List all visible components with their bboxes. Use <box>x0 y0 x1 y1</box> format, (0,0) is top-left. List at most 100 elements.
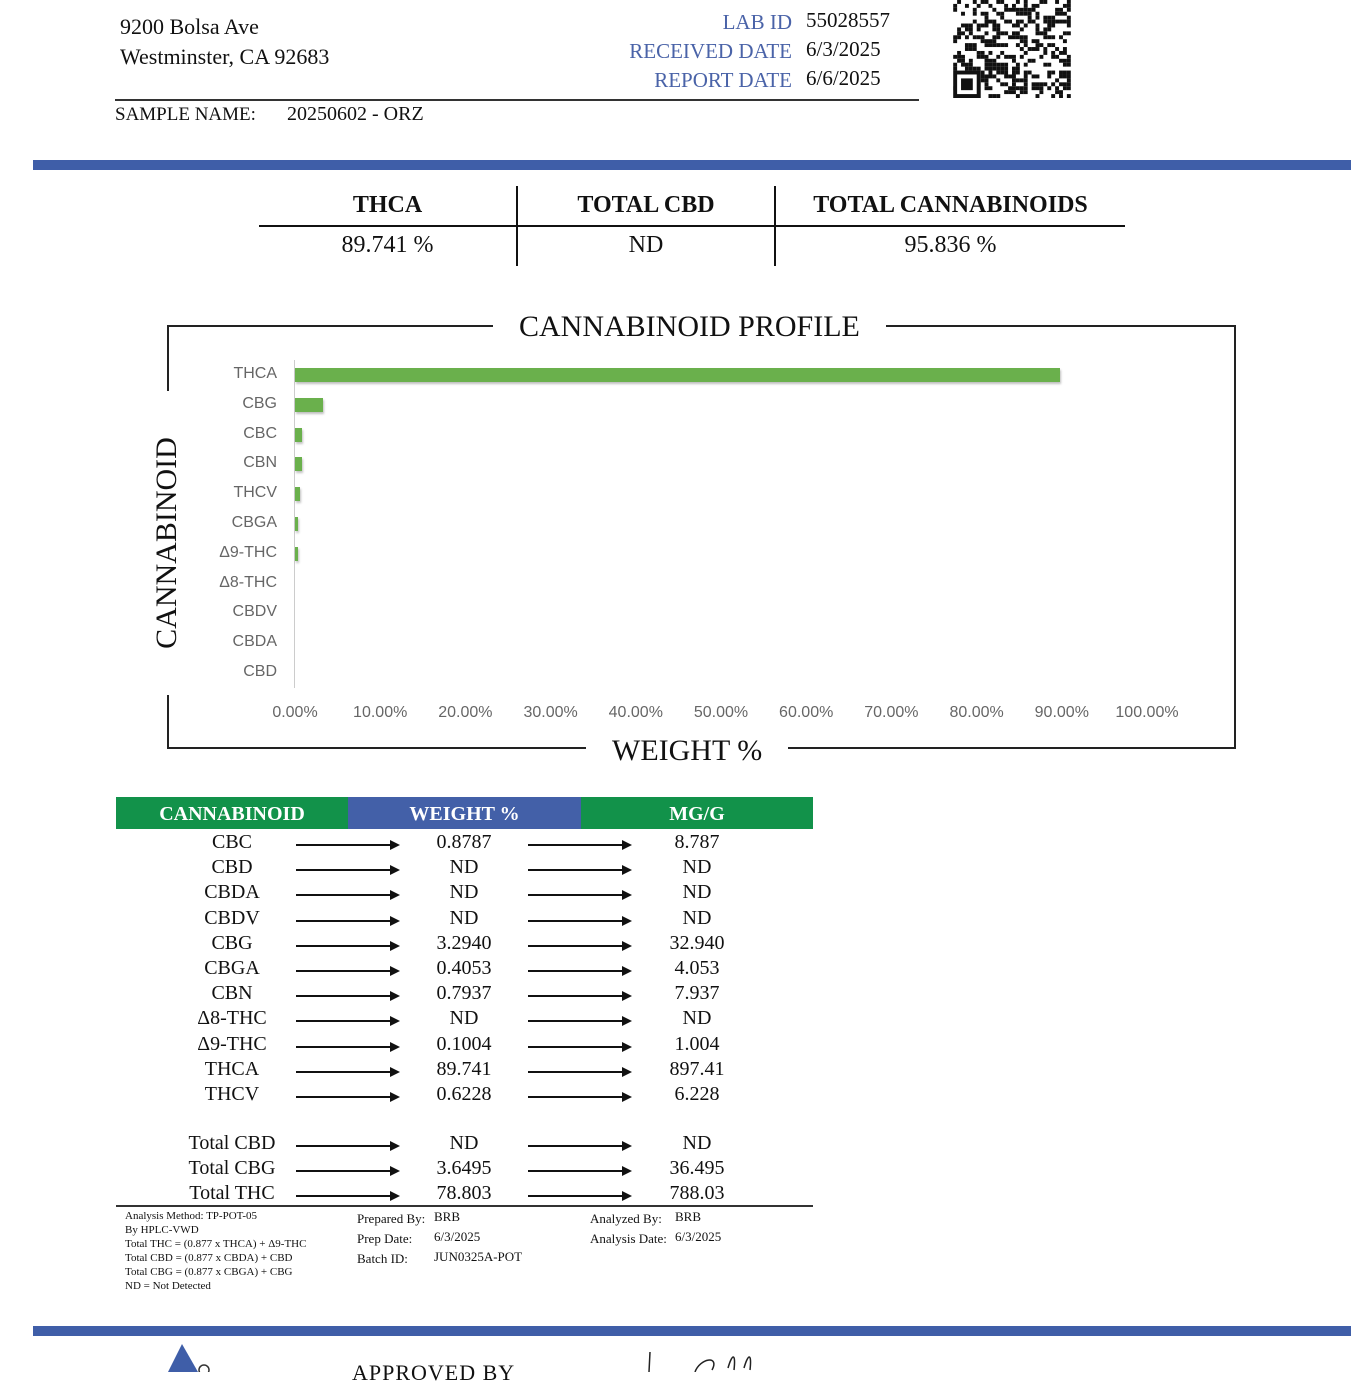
arrow-icon <box>528 1016 632 1027</box>
summary-total-cannabinoids-label: TOTAL CANNABINOIDS <box>813 192 1088 218</box>
arrow-icon <box>528 940 632 951</box>
analysis-date-value: 6/3/2025 <box>675 1229 722 1244</box>
analyzed-by-value: BRB <box>675 1209 702 1224</box>
arrow-icon <box>528 1141 632 1151</box>
arrow-icon <box>296 1066 400 1077</box>
weight-percent-value: ND <box>449 856 479 879</box>
weight-percent-value: 0.8787 <box>436 831 492 853</box>
chart-x-tick-label: 80.00% <box>949 704 1004 721</box>
arrow-icon <box>528 991 632 1002</box>
table-bottom-rule <box>116 1205 813 1207</box>
chart-category-label: Δ9-THC <box>219 543 277 561</box>
chart-bar <box>295 457 302 472</box>
prepared-by-value: BRB <box>434 1209 461 1224</box>
approved-by-label: APPROVED BY <box>352 1360 516 1385</box>
top-band <box>33 160 1351 170</box>
arrow-icon <box>528 966 632 976</box>
signature-icon <box>648 1351 752 1372</box>
chart-x-tick-label: 30.00% <box>523 704 578 721</box>
weight-percent-value: 78.803 <box>436 1182 492 1205</box>
mg-per-g-value: 1.004 <box>674 1032 720 1055</box>
chart-x-tick-label: 100.00% <box>1115 704 1179 721</box>
weight-percent-value: 3.2940 <box>436 931 492 954</box>
chart-x-tick-label: 60.00% <box>779 704 834 721</box>
arrow-icon <box>296 1092 400 1102</box>
note-line: By HPLC-VWD <box>125 1224 199 1236</box>
mg-per-g-value: 4.053 <box>674 957 720 979</box>
address-line-1: 9200 Bolsa Ave <box>120 14 259 39</box>
method-notes: Analysis Method: TP-POT-05 By HPLC-VWD T… <box>125 1209 306 1293</box>
address-line-2: Westminster, CA 92683 <box>120 44 330 69</box>
arrow-icon <box>296 1016 400 1027</box>
arrow-icon <box>296 940 400 951</box>
cannabinoid-name: THCA <box>204 1057 260 1080</box>
arrow-icon <box>528 915 632 926</box>
received-date-value: 6/3/2025 <box>806 37 881 61</box>
summary-thca-label: THCA <box>352 192 423 218</box>
note-line: Total CBD = (0.877 x CBDA) + CBD <box>125 1252 293 1264</box>
received-date-label: RECEIVED DATE <box>629 39 792 63</box>
prepared-by-label: Prepared By: <box>357 1211 426 1226</box>
sample-name-value: 20250602 - ORZ <box>287 103 424 125</box>
chart-x-tick-label: 10.00% <box>353 704 408 721</box>
note-line: Total CBG = (0.877 x CBGA) + CBG <box>125 1266 293 1278</box>
mg-per-g-value: ND <box>682 1132 712 1154</box>
weight-percent-value: 3.6495 <box>436 1157 492 1180</box>
arrow-icon <box>528 1166 632 1177</box>
summary-separator <box>774 186 776 266</box>
cannabinoid-name: CBGA <box>204 957 260 979</box>
weight-percent-value: 89.741 <box>436 1057 492 1080</box>
arrow-icon <box>296 865 400 876</box>
cannabinoid-name: CBDA <box>204 881 260 904</box>
mg-per-g-value: ND <box>682 881 712 904</box>
weight-percent-value: ND <box>449 1132 479 1154</box>
arrow-icon <box>528 865 632 876</box>
arrow-icon <box>296 1191 400 1202</box>
chart-x-tick-label: 70.00% <box>864 704 919 721</box>
sample-name-label: SAMPLE NAME: <box>115 104 256 125</box>
analyzed-by-label: Analyzed By: <box>590 1211 662 1226</box>
cannabinoid-name: CBD <box>211 856 253 879</box>
chart-category-label: CBGA <box>231 514 277 531</box>
cannabinoid-name: Δ8-THC <box>197 1007 267 1030</box>
batch-id-label: Batch ID: <box>357 1251 408 1266</box>
chart-category-label: Δ8-THC <box>219 573 277 591</box>
chart-bar <box>295 397 324 412</box>
summary-total-cbd-label: TOTAL CBD <box>577 192 715 218</box>
cannabinoid-name: Total THC <box>189 1182 275 1205</box>
mg-per-g-value: 32.940 <box>669 931 725 954</box>
cannabinoid-name: CBG <box>211 931 253 954</box>
chart-x-axis-label: WEIGHT % <box>586 734 789 768</box>
cannabinoid-name: THCV <box>204 1083 260 1105</box>
summary-table: THCA 89.741 % TOTAL CBD ND TOTAL CANNABI… <box>259 186 1125 268</box>
weight-percent-value: ND <box>449 906 479 929</box>
chart-category-label: CBD <box>243 663 277 680</box>
chart-category-label: CBDV <box>232 603 277 621</box>
column-header-cannabinoid: CANNABINOID <box>116 797 348 829</box>
arrow-icon <box>296 1041 400 1052</box>
mg-per-g-value: 7.937 <box>674 982 720 1005</box>
cannabinoid-name: Total CBD <box>188 1132 276 1154</box>
mg-per-g-value: ND <box>682 1007 712 1030</box>
mg-per-g-value: 897.41 <box>669 1057 725 1080</box>
results-table-header: CANNABINOID WEIGHT % MG/G <box>116 797 813 829</box>
column-header-weight: WEIGHT % <box>348 797 581 829</box>
arrow-icon <box>296 966 400 976</box>
mg-per-g-value: 36.495 <box>669 1157 725 1180</box>
cannabinoid-name: CBC <box>211 831 253 853</box>
weight-percent-value: 0.4053 <box>436 957 492 979</box>
chart-bar <box>295 517 299 531</box>
weight-percent-value: 0.7937 <box>436 982 492 1005</box>
arrow-icon <box>528 1066 632 1077</box>
lab-id-label: LAB ID <box>722 10 792 34</box>
arrow-icon <box>296 840 400 850</box>
note-line: Analysis Method: TP-POT-05 <box>125 1210 258 1222</box>
arrow-icon <box>296 915 400 926</box>
chart-bar <box>295 427 303 442</box>
chart-category-label: CBC <box>243 424 277 442</box>
chart-category-label: THCA <box>233 365 277 382</box>
chart-x-tick-label: 40.00% <box>608 704 663 721</box>
arrow-icon <box>296 1141 400 1151</box>
arrow-icon <box>528 890 632 901</box>
arrow-icon <box>528 1041 632 1052</box>
